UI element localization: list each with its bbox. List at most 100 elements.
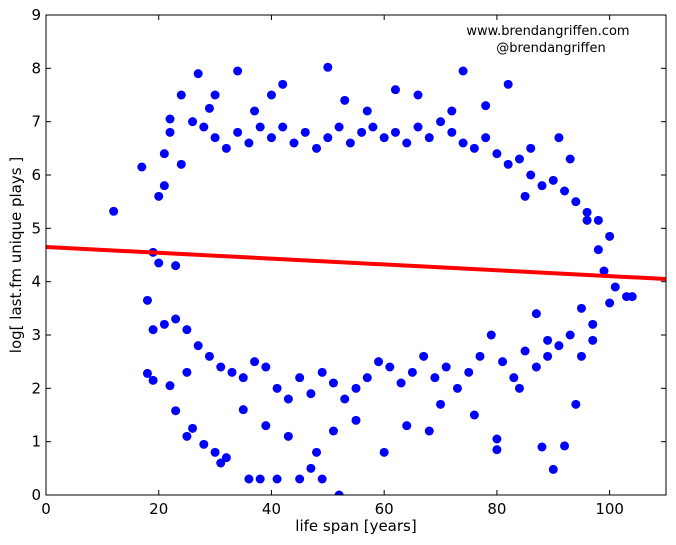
watermark-url: www.brendangriffen.com — [466, 24, 629, 39]
data-point-140 — [514, 154, 524, 164]
axis-ticks: 0 20 40 60 80 100 0 1 2 3 4 5 6 7 8 9 — [31, 6, 666, 518]
data-point-21 — [216, 458, 226, 468]
data-point-112 — [199, 122, 209, 132]
data-point-155 — [543, 351, 553, 361]
data-point-7 — [159, 149, 169, 159]
data-point-120 — [289, 138, 299, 148]
data-point-103 — [182, 325, 192, 335]
data-point-138 — [492, 149, 502, 159]
data-point-118 — [266, 133, 276, 143]
y-tick-label-7: 7 — [31, 113, 41, 131]
data-point-131 — [413, 122, 423, 132]
data-point-58 — [537, 442, 547, 452]
data-point-30 — [272, 474, 282, 484]
y-tick-label-6: 6 — [31, 166, 41, 184]
data-point-152 — [576, 303, 586, 313]
data-point-50 — [458, 66, 468, 76]
data-point-60 — [560, 441, 570, 451]
y-tick-label-9: 9 — [31, 6, 41, 24]
data-point-134 — [447, 127, 457, 137]
data-point-57 — [526, 143, 536, 153]
x-tick-label-60: 60 — [375, 500, 394, 518]
data-point-10 — [171, 406, 181, 416]
data-point-62 — [582, 215, 592, 225]
data-point-79 — [452, 383, 462, 393]
x-tick-label-100: 100 — [595, 500, 624, 518]
data-point-137 — [481, 133, 491, 143]
data-point-132 — [424, 133, 434, 143]
data-point-136 — [469, 143, 479, 153]
data-point-63 — [593, 215, 603, 225]
data-point-126 — [357, 127, 367, 137]
data-point-116 — [244, 138, 254, 148]
data-point-104 — [171, 314, 181, 324]
data-point-149 — [605, 298, 615, 308]
data-point-156 — [531, 362, 541, 372]
data-point-139 — [503, 159, 513, 169]
x-tick-label-40: 40 — [262, 500, 281, 518]
data-point-95 — [272, 383, 282, 393]
data-point-88 — [351, 383, 361, 393]
data-point-32 — [283, 431, 293, 441]
data-point-12 — [176, 90, 186, 100]
data-point-44 — [390, 85, 400, 95]
data-point-73 — [520, 191, 530, 201]
data-point-14 — [182, 431, 192, 441]
data-point-4 — [148, 375, 158, 385]
y-tick-label-3: 3 — [31, 326, 41, 344]
data-point-19 — [210, 447, 220, 457]
data-point-3 — [142, 368, 152, 378]
data-point-42 — [362, 106, 372, 116]
data-point-153 — [565, 330, 575, 340]
data-point-80 — [441, 362, 451, 372]
data-point-113 — [210, 133, 220, 143]
regression-line-layer — [46, 245, 666, 281]
data-point-47 — [424, 426, 434, 436]
data-point-86 — [374, 357, 384, 367]
x-axis-label: life span [years] — [295, 517, 416, 535]
data-point-72 — [531, 309, 541, 319]
data-point-84 — [396, 378, 406, 388]
data-point-122 — [312, 143, 322, 153]
data-point-77 — [475, 351, 485, 361]
data-point-105 — [159, 319, 169, 329]
data-point-28 — [261, 421, 271, 431]
data-point-151 — [588, 319, 598, 329]
data-point-56 — [514, 383, 524, 393]
data-point-9 — [165, 114, 175, 124]
data-point-0 — [109, 206, 119, 216]
data-point-36 — [317, 474, 327, 484]
data-point-93 — [295, 373, 305, 383]
data-point-111 — [188, 117, 198, 127]
data-point-87 — [362, 373, 372, 383]
data-point-97 — [250, 357, 260, 367]
data-point-37 — [323, 62, 333, 72]
data-point-55 — [503, 79, 513, 89]
data-point-121 — [300, 127, 310, 137]
data-point-109 — [165, 127, 175, 137]
data-point-23 — [233, 66, 243, 76]
data-point-13 — [182, 367, 192, 377]
data-point-26 — [250, 106, 260, 116]
data-point-91 — [317, 367, 327, 377]
data-point-107 — [154, 191, 164, 201]
y-tick-label-2: 2 — [31, 379, 41, 397]
data-point-70 — [554, 133, 564, 143]
data-point-67 — [588, 335, 598, 345]
data-point-90 — [328, 378, 338, 388]
data-point-61 — [571, 399, 581, 409]
data-point-89 — [340, 394, 350, 404]
data-point-125 — [345, 138, 355, 148]
watermark-handle: @brendangriffen — [496, 41, 605, 56]
data-point-100 — [216, 362, 226, 372]
data-point-154 — [554, 341, 564, 351]
data-point-127 — [368, 122, 378, 132]
data-point-146 — [582, 207, 592, 217]
data-point-15 — [188, 423, 198, 433]
data-point-75 — [498, 357, 508, 367]
data-point-83 — [407, 367, 417, 377]
data-point-114 — [221, 143, 231, 153]
data-point-18 — [204, 103, 214, 113]
data-point-145 — [571, 197, 581, 207]
y-tick-label-1: 1 — [31, 433, 41, 451]
